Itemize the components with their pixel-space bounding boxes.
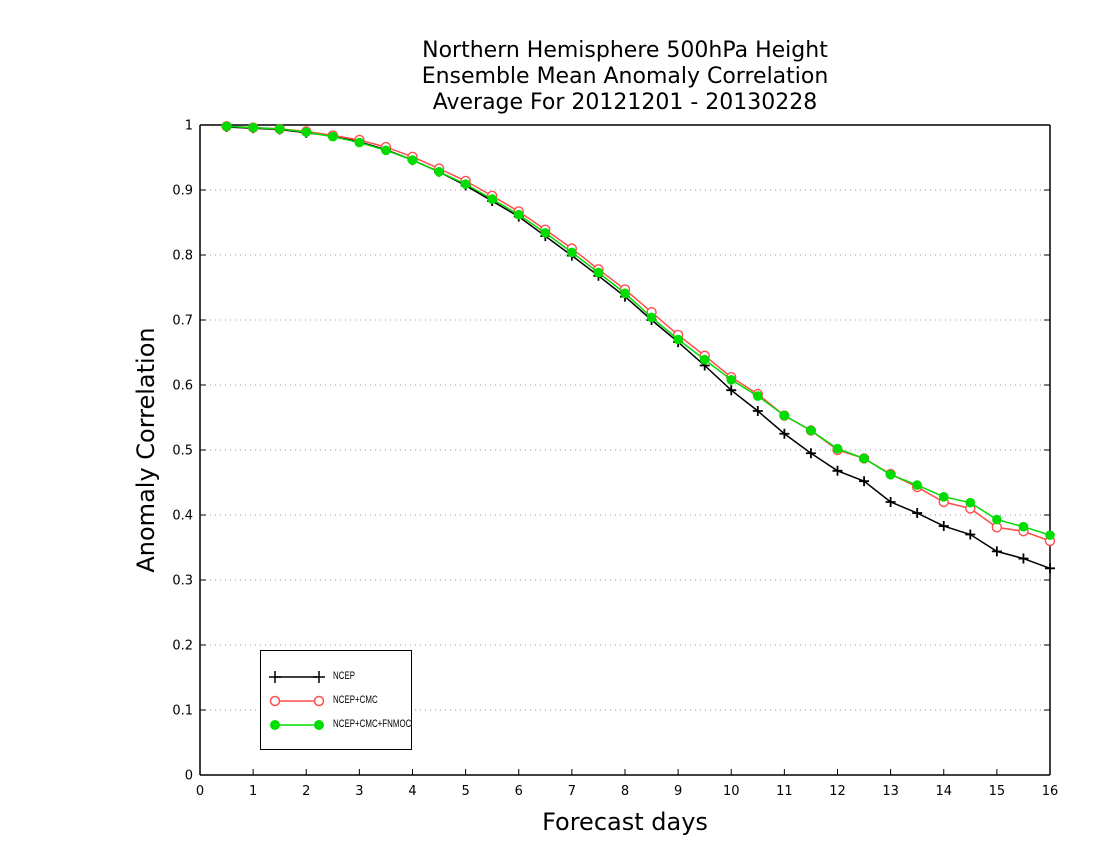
point-2-2 xyxy=(274,124,285,134)
y-tick-label-5: 0.5 xyxy=(172,444,193,459)
series-line-0 xyxy=(226,126,1051,570)
gridlines xyxy=(200,189,1050,711)
y-tick-label-1: 0.1 xyxy=(172,704,193,719)
series-group xyxy=(221,121,1056,574)
legend-swatch-ncep xyxy=(269,671,325,683)
legend-swatch-ncep-cmc xyxy=(269,695,325,707)
point-2-4 xyxy=(328,131,338,142)
point-2-26 xyxy=(912,480,922,490)
x-tick-label-4: 4 xyxy=(408,784,416,799)
series-0 xyxy=(221,121,1055,574)
x-tick-label-1: 1 xyxy=(249,784,257,799)
x-tick-label-12: 12 xyxy=(829,784,846,799)
legend-item-ncep-cmc: NCEP+CMC xyxy=(267,691,407,711)
series-line-1 xyxy=(226,125,1051,542)
legend-label-ncep-cmc-fnmoc: NCEP+CMC+FNMOC xyxy=(333,718,412,730)
point-0-19 xyxy=(726,385,737,396)
point-2-3 xyxy=(301,127,312,137)
y-tick-label-8: 0.8 xyxy=(172,249,193,264)
point-2-17 xyxy=(673,334,683,345)
point-2-21 xyxy=(779,410,790,421)
point-2-7 xyxy=(407,155,418,165)
x-tick-label-7: 7 xyxy=(568,784,576,799)
point-2-22 xyxy=(806,425,816,436)
legend-item-ncep: NCEP xyxy=(267,667,407,687)
point-2-31 xyxy=(1045,530,1055,540)
series-2 xyxy=(221,121,1055,540)
x-tick-label-3: 3 xyxy=(355,784,363,799)
x-tick-label-0: 0 xyxy=(196,784,204,799)
point-2-10 xyxy=(487,194,497,204)
x-tick-label-9: 9 xyxy=(674,784,682,799)
chart-title-line-3: Average For 20121201 - 20130228 xyxy=(432,90,818,115)
x-tick-label-16: 16 xyxy=(1042,784,1059,799)
point-0-23 xyxy=(832,465,843,476)
series-line-2 xyxy=(226,125,1051,536)
chart-title-line-1: Northern Hemisphere 500hPa Height xyxy=(422,38,828,63)
series-1 xyxy=(221,121,1056,547)
point-2-30 xyxy=(1018,521,1029,532)
x-tick-label-10: 10 xyxy=(723,784,740,799)
tick-marks: 0 1 2 3 4 5 6 7 8 9 10 11 12 13 14 15 1600.10.20.30.40.5… xyxy=(172,119,1058,800)
x-tick-label-6: 6 xyxy=(515,784,523,799)
point-2-12 xyxy=(540,228,551,238)
point-0-31 xyxy=(1045,563,1055,574)
legend-item-ncep-cmc-fnmoc: NCEP+CMC+FNMOC xyxy=(267,715,411,735)
x-tick-label-13: 13 xyxy=(882,784,899,799)
x-tick-label-15: 15 xyxy=(989,784,1006,799)
x-tick-label-11: 11 xyxy=(776,784,793,799)
point-0-22 xyxy=(805,448,816,459)
point-2-23 xyxy=(832,443,843,454)
point-2-11 xyxy=(513,209,524,220)
point-2-20 xyxy=(753,391,763,401)
point-2-0 xyxy=(221,121,232,132)
point-2-8 xyxy=(434,167,444,177)
chart-title-line-2: Ensemble Mean Anomaly Correlation xyxy=(421,64,829,89)
point-2-25 xyxy=(885,469,896,480)
point-2-24 xyxy=(859,453,869,464)
y-tick-label-4: 0.4 xyxy=(172,509,193,524)
point-2-5 xyxy=(354,137,365,148)
y-tick-label-10: 1 xyxy=(185,119,193,134)
x-axis-label: Forecast days xyxy=(542,808,708,836)
point-2-16 xyxy=(646,312,657,323)
y-tick-label-7: 0.7 xyxy=(172,314,193,329)
legend-label-ncep-cmc: NCEP+CMC xyxy=(333,694,378,706)
point-2-13 xyxy=(567,247,577,258)
y-tick-label-0: 0 xyxy=(185,769,193,784)
legend: NCEP NCEP+CMC NCEP+CMC+FNMOC xyxy=(260,650,412,750)
point-2-18 xyxy=(699,354,710,365)
point-0-29 xyxy=(991,546,1002,557)
point-0-20 xyxy=(752,406,763,416)
x-tick-label-8: 8 xyxy=(621,784,629,799)
y-tick-label-6: 0.6 xyxy=(172,379,193,394)
legend-label-ncep: NCEP xyxy=(333,670,356,682)
y-axis-label: Anomaly Correlation xyxy=(132,327,160,573)
point-2-29 xyxy=(992,514,1002,525)
point-0-26 xyxy=(912,508,923,519)
point-2-27 xyxy=(938,492,949,502)
point-2-15 xyxy=(620,288,630,299)
legend-swatch-ncep-cmc-fnmoc xyxy=(270,720,324,730)
point-2-1 xyxy=(248,122,258,133)
y-tick-label-2: 0.2 xyxy=(172,639,193,654)
point-2-9 xyxy=(460,179,471,189)
point-0-28 xyxy=(965,529,976,540)
point-2-6 xyxy=(381,145,391,156)
point-0-25 xyxy=(885,497,896,507)
point-0-30 xyxy=(1018,553,1029,564)
point-0-21 xyxy=(779,428,790,439)
point-2-14 xyxy=(593,267,604,278)
y-tick-label-9: 0.9 xyxy=(172,184,193,199)
x-tick-label-14: 14 xyxy=(935,784,952,799)
point-0-27 xyxy=(938,521,949,532)
y-tick-label-3: 0.3 xyxy=(172,574,193,589)
point-0-24 xyxy=(859,476,870,487)
x-tick-label-5: 5 xyxy=(461,784,469,799)
x-tick-label-2: 2 xyxy=(302,784,310,799)
point-2-28 xyxy=(965,497,976,508)
point-2-19 xyxy=(726,375,737,385)
